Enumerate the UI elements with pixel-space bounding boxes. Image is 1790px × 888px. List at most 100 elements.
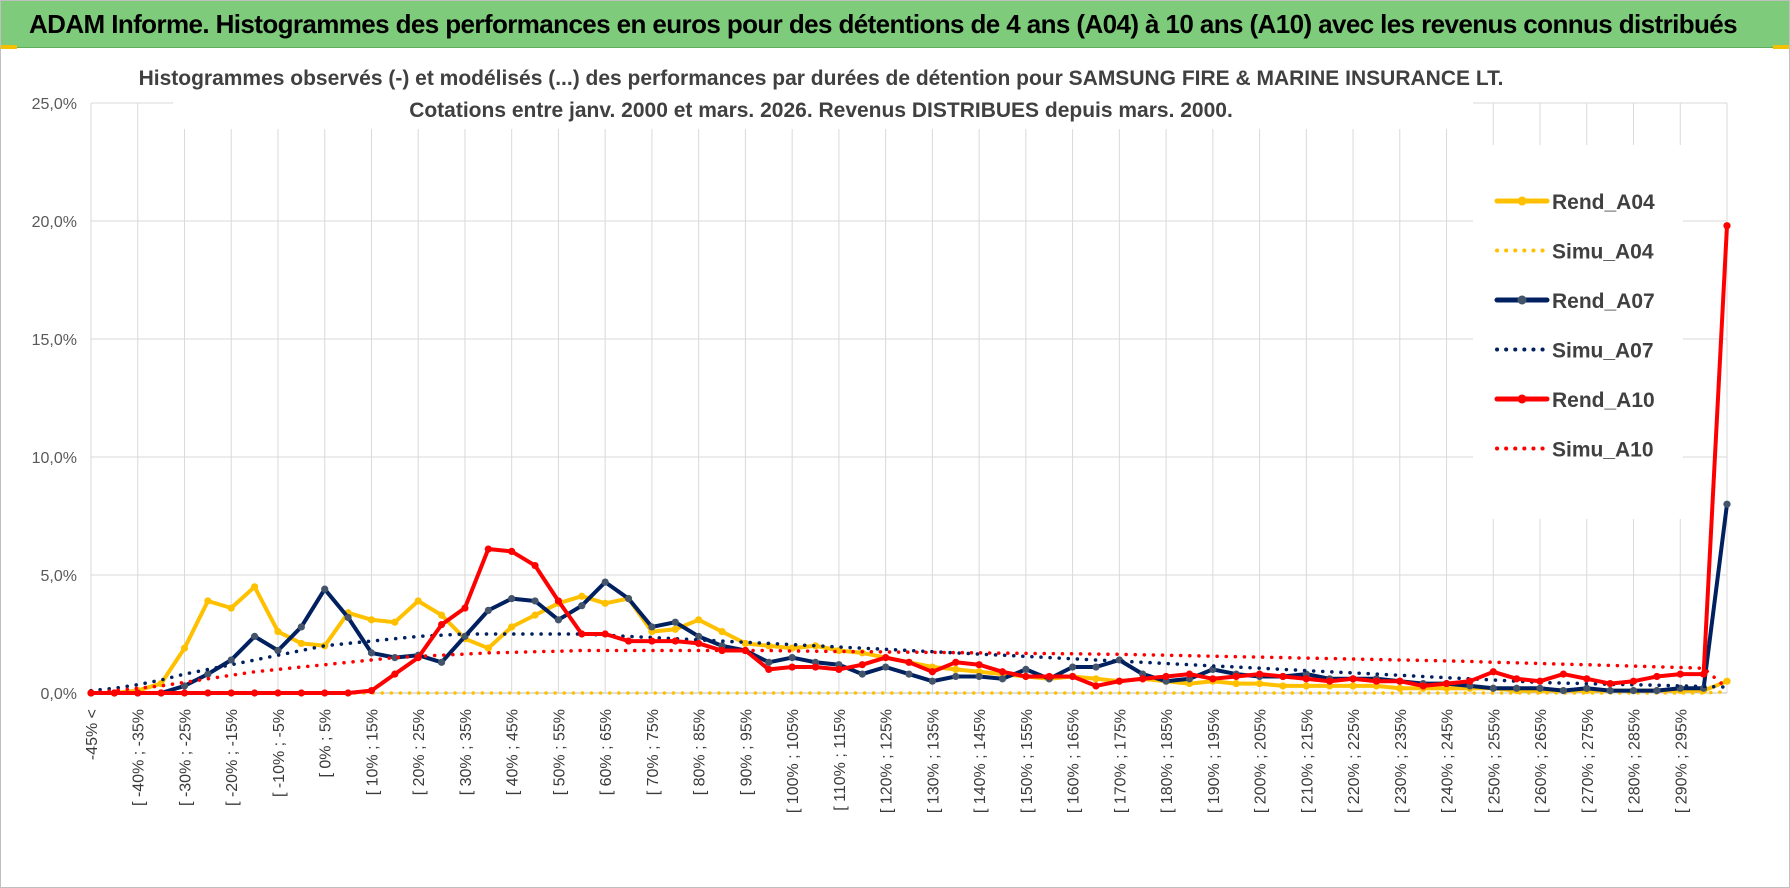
data-point-rend-a10	[998, 668, 1007, 676]
legend-marker-rend-a10	[1517, 394, 1527, 404]
data-point-rend-a10	[251, 689, 259, 697]
data-point-rend-a04	[1092, 675, 1100, 683]
data-point-rend-a07	[695, 632, 703, 640]
data-point-rend-a04	[251, 583, 259, 591]
data-point-rend-a10	[1583, 675, 1591, 683]
data-point-rend-a07	[367, 649, 376, 657]
data-point-rend-a07	[1536, 684, 1544, 692]
data-point-rend-a04	[1279, 682, 1287, 690]
data-point-rend-a07	[578, 602, 586, 610]
data-point-rend-a10	[1232, 672, 1240, 681]
data-point-rend-a07	[227, 656, 235, 664]
data-point-rend-a10	[718, 646, 726, 655]
data-point-rend-a04	[274, 628, 282, 636]
data-point-rend-a07	[204, 670, 212, 678]
data-point-rend-a07	[1022, 665, 1030, 674]
data-point-rend-a10	[1209, 675, 1217, 683]
data-point-rend-a10	[274, 689, 282, 697]
data-point-rend-a10	[1559, 670, 1567, 678]
data-point-rend-a10	[928, 668, 936, 676]
series-line-simu-a10	[89, 648, 1729, 695]
x-tick-label: [ 110% ; 115%	[832, 709, 849, 811]
data-point-rend-a10	[367, 687, 376, 695]
data-point-rend-a10	[1606, 679, 1614, 688]
data-point-rend-a07	[788, 654, 796, 662]
data-point-rend-a10	[1442, 679, 1451, 688]
data-point-rend-a07	[251, 632, 259, 640]
x-tick-label: [ 210% ; 215%	[1299, 709, 1316, 813]
data-point-rend-a10	[811, 663, 820, 671]
x-tick-label: [ 20% ; 25%	[411, 709, 428, 795]
chart-subtitle: Cotations entre janv. 2000 et mars. 2026…	[409, 99, 1233, 122]
legend-marker-rend-a07	[1517, 295, 1527, 305]
y-tick-label: 20,0%	[32, 214, 77, 231]
data-point-rend-a10	[1326, 677, 1334, 685]
legend-marker-rend-a04	[1517, 196, 1527, 206]
data-point-rend-a10	[134, 689, 142, 697]
data-point-rend-a04	[484, 644, 492, 652]
data-point-rend-a07	[624, 595, 633, 603]
data-point-rend-a10	[624, 637, 633, 645]
x-tick-label: [ 260% ; 265%	[1533, 709, 1550, 813]
data-point-rend-a04	[227, 604, 235, 612]
data-point-rend-a10	[531, 561, 539, 570]
x-tick-label: [ 270% ; 275%	[1580, 709, 1597, 813]
data-point-rend-a07	[928, 677, 936, 685]
legend-label-rend-a04: Rend_A04	[1552, 191, 1655, 214]
data-point-rend-a04	[695, 616, 703, 624]
data-point-rend-a07	[321, 585, 329, 593]
data-point-rend-a07	[1489, 684, 1497, 692]
data-point-rend-a10	[578, 630, 586, 638]
data-point-rend-a10	[204, 689, 212, 697]
chart-title: Histogrammes observés (-) et modélisés (…	[139, 67, 1504, 90]
data-point-rend-a10	[648, 637, 656, 645]
x-tick-label: [ -30% ; -25%	[177, 709, 194, 806]
y-tick-label: 0,0%	[41, 686, 77, 703]
x-tick-label: [ 140% ; 145%	[972, 709, 989, 813]
corner-mark-right	[1773, 45, 1789, 49]
data-point-rend-a04	[1723, 677, 1731, 685]
data-point-rend-a10	[695, 639, 703, 648]
data-point-rend-a07	[975, 672, 983, 681]
x-tick-label: [ 120% ; 125%	[879, 709, 896, 813]
data-point-rend-a10	[1536, 677, 1544, 685]
y-axis-ticks: 0,0% 5,0% 10,0% 15,0% 20,0% 25,0%	[32, 96, 77, 703]
top-banner: ADAM Informe. Histogrammes des performan…	[1, 1, 1789, 48]
x-tick-label: [ 280% ; 285%	[1627, 709, 1644, 813]
legend-label-rend-a10: Rend_A10	[1552, 389, 1655, 412]
data-point-rend-a04	[204, 597, 212, 605]
data-point-rend-a04	[508, 623, 516, 631]
data-point-rend-a07	[1653, 687, 1661, 695]
data-point-rend-a10	[1653, 672, 1661, 681]
legend-label-simu-a07: Simu_A07	[1552, 340, 1654, 363]
data-point-rend-a10	[1045, 672, 1053, 681]
legend: Rend_A04 Simu_A04 Rend_A07 Simu_A07 Rend_A10…	[1473, 145, 1683, 519]
data-point-rend-a07	[601, 578, 609, 586]
data-point-rend-a10	[110, 689, 118, 697]
data-point-rend-a07	[1629, 687, 1638, 695]
data-point-rend-a10	[905, 658, 913, 666]
data-point-rend-a10	[1700, 670, 1708, 678]
data-point-rend-a07	[297, 623, 305, 631]
data-point-rend-a07	[905, 670, 913, 678]
data-point-rend-a10	[1629, 677, 1638, 685]
x-tick-label: [ -20% ; -15%	[224, 709, 241, 806]
data-point-rend-a10	[1466, 677, 1474, 685]
data-point-rend-a07	[554, 616, 563, 624]
y-tick-label: 25,0%	[32, 96, 77, 113]
data-point-rend-a07	[765, 658, 773, 666]
data-point-rend-a10	[227, 689, 235, 697]
corner-mark-left	[1, 45, 17, 49]
data-point-rend-a07	[671, 618, 679, 626]
data-point-rend-a04	[1232, 679, 1240, 688]
data-point-rend-a10	[1069, 672, 1077, 681]
data-point-rend-a07	[648, 623, 656, 631]
data-point-rend-a04	[718, 628, 726, 636]
data-point-rend-a10	[835, 665, 843, 674]
y-tick-label: 10,0%	[32, 450, 77, 467]
x-tick-label: [ 160% ; 165%	[1066, 709, 1083, 813]
data-point-rend-a10	[1349, 675, 1357, 683]
x-tick-label: [ 60% ; 65%	[598, 709, 615, 795]
data-point-rend-a10	[788, 663, 796, 671]
data-point-rend-a04	[531, 611, 539, 619]
